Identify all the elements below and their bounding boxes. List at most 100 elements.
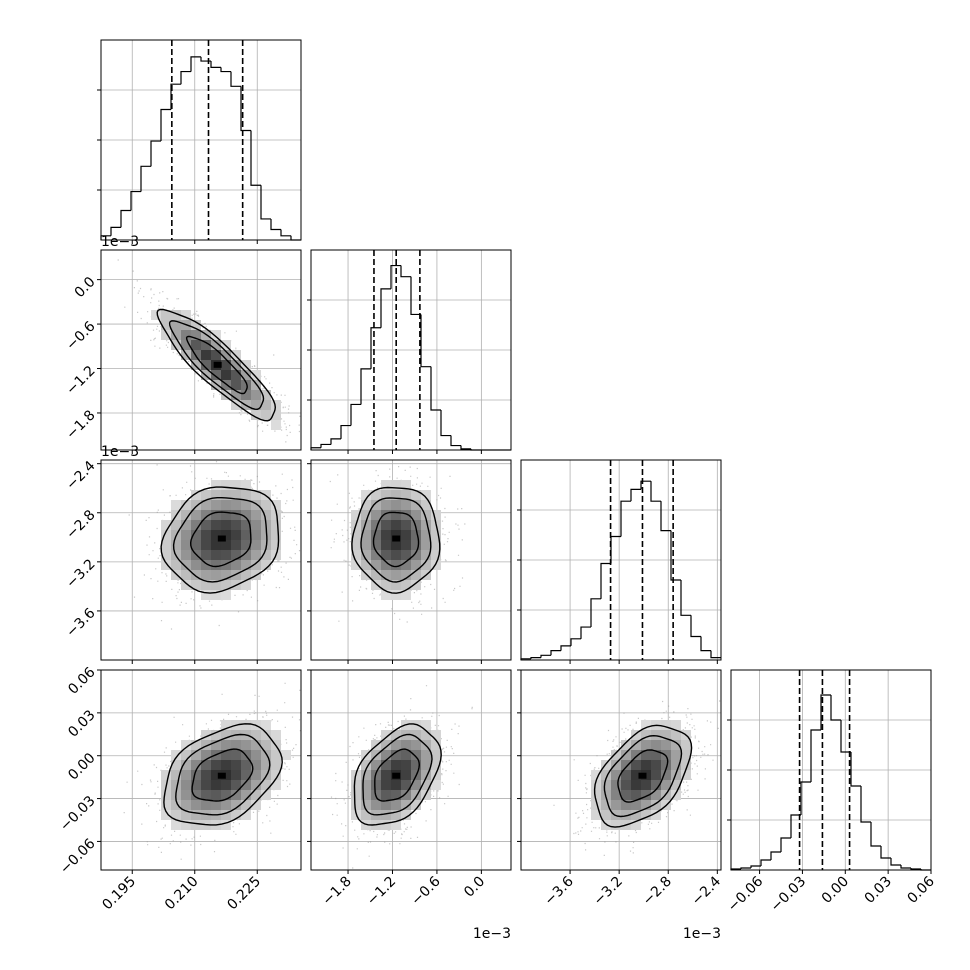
density-cell xyxy=(201,790,211,800)
density-cell xyxy=(261,550,271,560)
contour-line xyxy=(372,511,420,568)
density-cell xyxy=(181,820,191,830)
contour-line xyxy=(360,497,432,583)
density-cell xyxy=(651,760,661,770)
density-cell xyxy=(211,550,221,560)
density-cell xyxy=(221,530,231,540)
density-frame xyxy=(310,669,512,871)
density-cell xyxy=(391,580,401,590)
hist-panel-p3 xyxy=(727,669,932,874)
density-cell xyxy=(381,810,391,820)
density-cell xyxy=(161,530,171,540)
density-cell xyxy=(221,390,231,400)
x-tick-label: −0.6 xyxy=(408,873,443,908)
hist-panel-p1 xyxy=(307,249,512,454)
density-cell xyxy=(221,370,231,380)
density-cell xyxy=(351,780,361,790)
density-cell xyxy=(201,580,211,590)
density-cell xyxy=(601,780,611,790)
density-cell xyxy=(231,480,241,490)
x-tick-label: 0.00 xyxy=(819,874,852,907)
density-cell xyxy=(201,360,211,370)
density-cell xyxy=(621,810,631,820)
density-cell xyxy=(641,780,651,790)
density-cell xyxy=(391,540,401,550)
density-cell xyxy=(421,550,431,560)
density-cell xyxy=(651,730,661,740)
density-cell xyxy=(231,500,241,510)
hist-bar xyxy=(210,61,221,68)
hist-bar xyxy=(220,67,231,73)
hist-bar xyxy=(910,868,921,870)
contour-line xyxy=(351,486,441,594)
hist-bar xyxy=(850,752,861,787)
density-cell xyxy=(231,380,241,390)
density-cell xyxy=(371,490,381,500)
density-cell xyxy=(391,760,401,770)
density-cell xyxy=(361,520,371,530)
density-cell xyxy=(161,310,171,320)
density-cell xyxy=(211,790,221,800)
density-cell xyxy=(411,530,421,540)
density-cell xyxy=(631,750,641,760)
y-tick-label: −0.03 xyxy=(57,793,99,835)
hist-bar xyxy=(880,846,891,859)
density-cell xyxy=(241,550,251,560)
contour-line xyxy=(160,486,280,594)
density-cell xyxy=(591,790,601,800)
density-cell xyxy=(171,500,181,510)
x-tick-label: 0.06 xyxy=(904,873,937,906)
density-cell xyxy=(381,530,391,540)
density-cell xyxy=(211,570,221,580)
density-cell xyxy=(201,530,211,540)
hist-bar xyxy=(830,695,841,721)
density-cell xyxy=(231,520,241,530)
density-cell xyxy=(221,730,231,740)
density-cell xyxy=(401,480,411,490)
density-cell xyxy=(251,410,261,420)
density-cell xyxy=(251,560,261,570)
density-cell xyxy=(351,540,361,550)
hist-bar xyxy=(870,822,881,847)
density-cell xyxy=(361,820,371,830)
density-cell xyxy=(271,520,281,530)
density-cell xyxy=(241,810,251,820)
density-cell xyxy=(231,760,241,770)
density-peak xyxy=(213,361,222,368)
x-tick-label: −1.8 xyxy=(320,874,355,909)
hist-bar xyxy=(580,626,591,639)
hist-bar xyxy=(620,500,631,537)
density-cell xyxy=(201,760,211,770)
density-cell xyxy=(241,760,251,770)
density-cell xyxy=(611,770,621,780)
density-cell xyxy=(681,760,691,770)
density-cell xyxy=(171,810,181,820)
density-cell xyxy=(601,770,611,780)
density-cell xyxy=(201,520,211,530)
density-cell xyxy=(631,780,641,790)
density-cell xyxy=(661,720,671,730)
density-cell xyxy=(661,740,671,750)
density-cell xyxy=(181,520,191,530)
contour-line xyxy=(617,749,669,803)
density-cell xyxy=(421,510,431,520)
density-cell xyxy=(611,790,621,800)
density-cell xyxy=(191,360,201,370)
density-cell xyxy=(241,370,251,380)
contour-line xyxy=(353,723,442,826)
contour-line xyxy=(593,724,693,828)
x-tick-label: −3.6 xyxy=(542,873,577,908)
hist-bar xyxy=(860,786,871,823)
density-cell xyxy=(251,730,261,740)
density-cell xyxy=(401,750,411,760)
hist-frame xyxy=(520,459,722,661)
density-cell xyxy=(381,560,391,570)
density-cell xyxy=(431,740,441,750)
density-cell xyxy=(391,780,401,790)
density-cell xyxy=(431,750,441,760)
density-cell xyxy=(411,540,421,550)
density-cell xyxy=(241,790,251,800)
density-cell xyxy=(181,800,191,810)
hist-bar xyxy=(150,140,161,167)
density-cell xyxy=(261,740,271,750)
